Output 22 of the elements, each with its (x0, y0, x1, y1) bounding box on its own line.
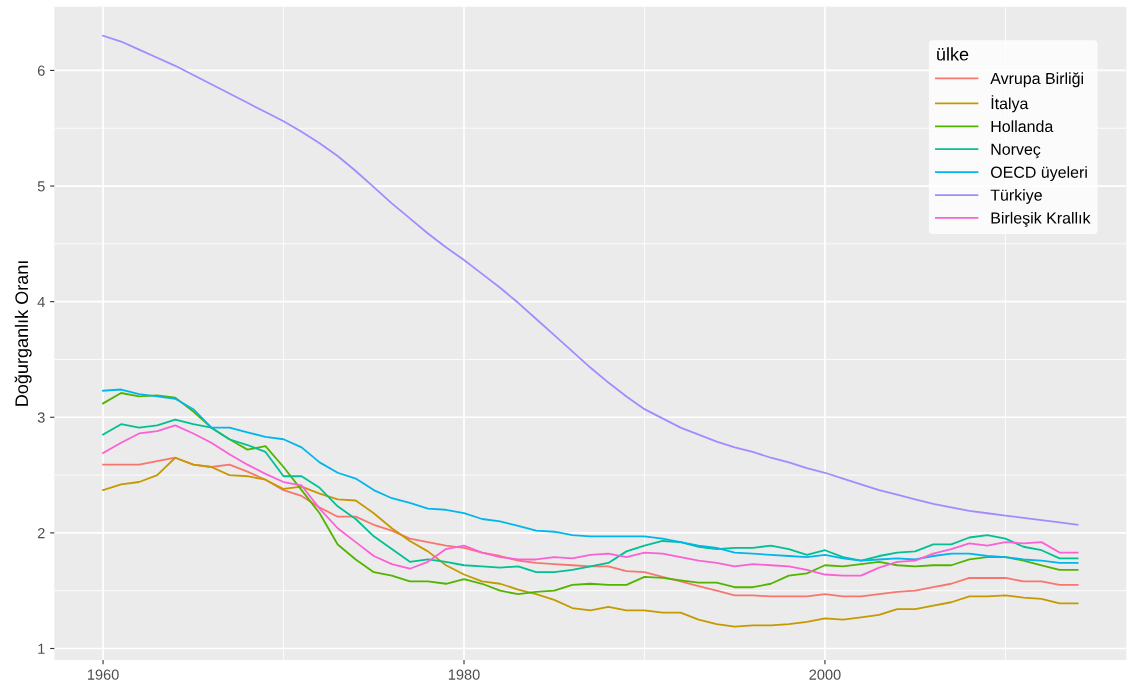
line-series (102, 392, 1079, 596)
line-series (102, 456, 1079, 598)
legend-label: Birleşik Krallık (991, 211, 1091, 227)
legend-label: İtalya (991, 95, 1029, 113)
y-tick-label: 3 (37, 412, 45, 423)
legend-label: Hollanda (991, 120, 1054, 133)
line-series (102, 388, 1079, 564)
y-axis-title: Doğurganlık Oranı (14, 261, 32, 406)
line-series (102, 456, 1079, 628)
x-tick-label: 2000 (809, 669, 841, 680)
legend-label: OECD üyeleri (991, 166, 1087, 182)
y-tick-label: 2 (37, 527, 45, 539)
y-tick-label: 4 (37, 296, 45, 307)
x-tick-label: 1980 (448, 669, 480, 680)
y-tick-label: 5 (37, 181, 45, 192)
legend-label: Türkiye (990, 189, 1042, 204)
y-tick-label: 6 (37, 65, 45, 76)
y-tick-label: 1 (38, 643, 45, 654)
legend-title: ülke (937, 47, 969, 61)
x-tick-label: 1960 (87, 669, 119, 680)
legend-label: Avrupa Birliği (990, 72, 1083, 88)
legend-label: Norveç (991, 143, 1041, 159)
